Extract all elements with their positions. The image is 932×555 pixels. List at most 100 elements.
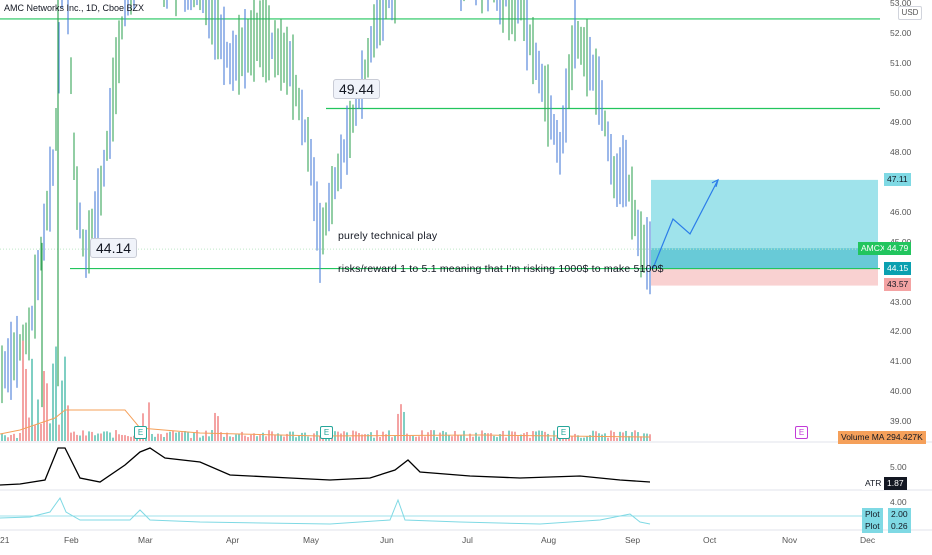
volume-bar (52, 363, 54, 441)
price-axis-label: 53.00 (890, 0, 912, 8)
volume-bar (286, 433, 288, 441)
volume-bar (427, 432, 429, 441)
volume-bar (493, 435, 495, 441)
atr-axis-label: 5.00 (890, 462, 907, 472)
volume-bar (160, 434, 162, 441)
projection-arrow (711, 178, 719, 188)
volume-bar (472, 436, 474, 441)
volume-bar (580, 437, 582, 441)
volume-bar (436, 437, 438, 441)
volume-bar (313, 433, 315, 441)
volume-bar (445, 432, 447, 441)
price-axis-label: 43.00 (890, 296, 912, 307)
volume-bar (175, 432, 177, 441)
price-axis-label: 51.00 (890, 57, 912, 68)
volume-bar (607, 437, 609, 441)
volume-bar (34, 425, 36, 441)
earnings-badge[interactable]: E (557, 426, 570, 439)
target-price-tag: 47.11 (884, 173, 911, 186)
volume-bar (70, 432, 72, 441)
volume-bar (253, 433, 255, 441)
plot-label-1: Plot (862, 508, 883, 521)
volume-bar (88, 431, 90, 441)
earnings-badge[interactable]: E (320, 426, 333, 439)
volume-bar (577, 435, 579, 441)
volume-bar (265, 436, 267, 441)
projection-path (652, 179, 719, 269)
volume-bar (106, 431, 108, 441)
volume-bar (109, 432, 111, 441)
volume-bar (1, 433, 3, 441)
volume-bar (43, 371, 45, 441)
volume-bar (370, 432, 372, 441)
time-axis-label: Feb (64, 535, 79, 545)
volume-bar (439, 432, 441, 441)
volume-bar (394, 435, 396, 441)
volume-bar (583, 437, 585, 441)
time-axis-label: Nov (782, 535, 798, 545)
volume-bar (49, 423, 51, 441)
volume-bar (127, 436, 129, 441)
volume-bar (61, 380, 63, 441)
note-risk-reward[interactable]: risks/reward 1 to 5.1 meaning that I'm r… (338, 263, 664, 275)
last-price-tag: 44.79 (884, 242, 912, 255)
volume-bar (223, 436, 225, 441)
volume-bar (526, 431, 528, 441)
volume-bar (589, 435, 591, 441)
volume-bar (298, 435, 300, 441)
time-axis-label: Jun (380, 535, 394, 545)
volume-bar (484, 432, 486, 441)
volume-bar (7, 437, 9, 441)
volume-bar (190, 437, 192, 441)
volume-bar (169, 431, 171, 441)
time-axis-label: Jul (462, 535, 473, 545)
level-label-44-14[interactable]: 44.14 (90, 238, 138, 258)
volume-bar (10, 434, 12, 441)
currency-label[interactable]: USD (898, 6, 922, 20)
volume-bar (490, 433, 492, 441)
volume-bar (349, 437, 351, 441)
volume-bar (415, 436, 417, 441)
volume-bar (601, 434, 603, 441)
volume-bar (295, 437, 297, 441)
volume-bar (199, 437, 201, 441)
volume-bar (535, 431, 537, 441)
volume-bar (163, 437, 165, 441)
volume-bar (451, 436, 453, 441)
volume-bar (202, 435, 204, 441)
volume-bar (556, 437, 558, 441)
volume-bar (241, 431, 243, 441)
volume-bar (454, 431, 456, 441)
volume-bar (124, 435, 126, 441)
volume-bar (178, 431, 180, 441)
note-technical-play[interactable]: purely technical play (338, 230, 438, 242)
volume-bar (442, 430, 444, 441)
volume-bar (46, 383, 48, 441)
volume-bar (229, 436, 231, 441)
volume-bar (475, 432, 477, 441)
earnings-badge[interactable]: E (134, 426, 147, 439)
price-axis-label: 40.00 (890, 386, 912, 397)
volume-bar (211, 430, 213, 441)
volume-bar (271, 431, 273, 441)
volume-bar (346, 432, 348, 441)
volume-bar (469, 433, 471, 441)
level-label-49-44[interactable]: 49.44 (333, 79, 381, 99)
atr-value-tag: 1.87 (884, 477, 907, 490)
atr-label: ATR (862, 477, 885, 490)
volume-bar (634, 430, 636, 441)
volume-bar (238, 433, 240, 441)
earnings-badge-upcoming[interactable]: E (795, 426, 808, 439)
volume-bar (649, 434, 651, 441)
volume-ma-text: Volume MA (841, 432, 884, 442)
volume-bar (361, 434, 363, 441)
volume-bar (385, 434, 387, 441)
volume-bar (448, 435, 450, 441)
volume-bar (79, 435, 81, 441)
symbol-title: AMC Networks Inc., 1D, Cboe BZX (4, 3, 145, 13)
volume-ma-value: 294.427K (886, 432, 923, 442)
volume-bar (520, 434, 522, 441)
volume-bar (373, 437, 375, 441)
